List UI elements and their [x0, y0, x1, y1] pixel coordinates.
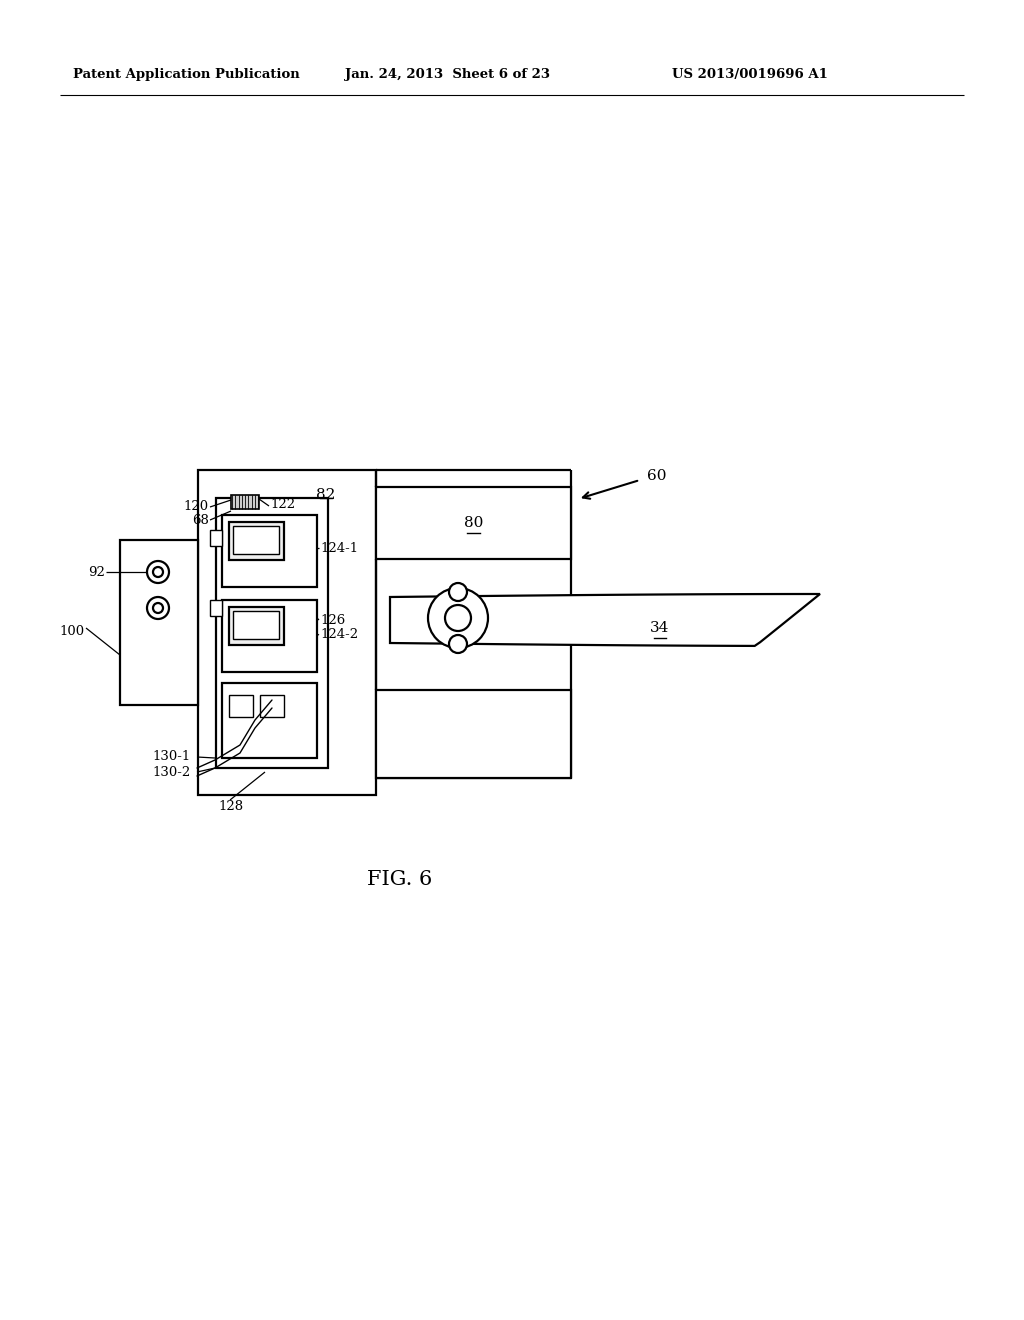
Text: 124-2: 124-2 [319, 628, 358, 642]
Text: 130-1: 130-1 [152, 751, 190, 763]
Bar [376, 487, 571, 558]
Text: 60: 60 [647, 469, 667, 483]
Bar [222, 601, 317, 672]
Bar [376, 690, 571, 777]
Bar [231, 495, 259, 510]
Circle shape [428, 587, 488, 648]
Text: 80: 80 [464, 516, 483, 531]
Circle shape [445, 605, 471, 631]
Bar [120, 540, 198, 705]
Bar [233, 525, 279, 554]
Bar [233, 611, 279, 639]
Circle shape [449, 635, 467, 653]
Text: 82: 82 [316, 488, 336, 502]
Text: 124-1: 124-1 [319, 541, 358, 554]
Bar [222, 682, 317, 758]
Text: 128: 128 [218, 800, 243, 813]
Text: 130-2: 130-2 [152, 766, 190, 779]
Text: 68: 68 [193, 513, 209, 527]
Text: 34: 34 [650, 620, 670, 635]
Bar [260, 696, 284, 717]
Bar [229, 607, 284, 645]
Bar [210, 601, 222, 616]
Bar [222, 515, 317, 587]
Bar [216, 498, 328, 768]
Text: 120: 120 [184, 500, 209, 513]
Bar [229, 521, 284, 560]
Circle shape [449, 583, 467, 601]
Circle shape [153, 603, 163, 612]
Circle shape [153, 568, 163, 577]
Bar [229, 696, 253, 717]
Circle shape [147, 597, 169, 619]
Text: Jan. 24, 2013  Sheet 6 of 23: Jan. 24, 2013 Sheet 6 of 23 [345, 69, 550, 81]
Text: 92: 92 [88, 565, 105, 578]
Text: US 2013/0019696 A1: US 2013/0019696 A1 [672, 69, 827, 81]
Text: Patent Application Publication: Patent Application Publication [73, 69, 300, 81]
Text: 100: 100 [59, 624, 85, 638]
Text: FIG. 6: FIG. 6 [368, 870, 432, 888]
Text: 122: 122 [270, 499, 295, 511]
Bar [198, 470, 376, 795]
Polygon shape [390, 594, 820, 645]
Circle shape [147, 561, 169, 583]
Text: 126: 126 [319, 614, 345, 627]
Bar [210, 531, 222, 546]
